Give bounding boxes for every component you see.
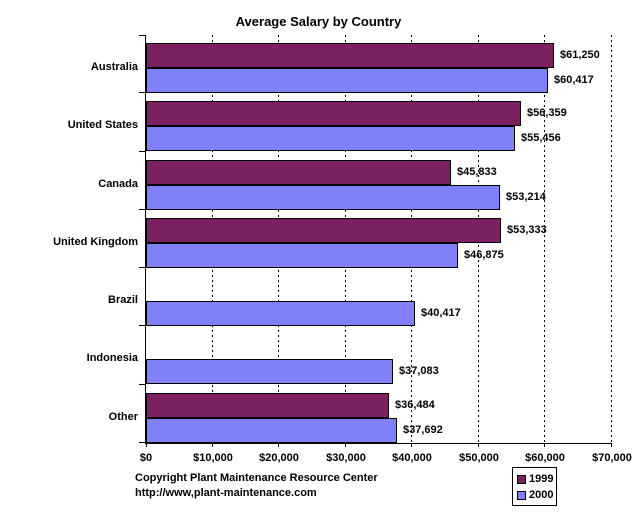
y-axis-tick [139, 325, 145, 326]
gridline [544, 35, 545, 443]
legend-item-1999: 1999 [517, 471, 556, 487]
bar-2000-0 [146, 68, 548, 93]
y-axis-tick [139, 209, 145, 210]
bar-value-label: $46,875 [464, 249, 504, 261]
bar-1999-3 [146, 218, 501, 243]
bar-1999-1 [146, 101, 521, 126]
category-label-6: Other [108, 411, 138, 423]
category-label-1: United States [67, 119, 138, 131]
x-axis-tick-label: $10,000 [193, 452, 233, 464]
y-axis-tick [139, 35, 145, 36]
gridline [611, 35, 612, 443]
bar-1999-6 [146, 393, 389, 418]
x-axis-tick [611, 443, 612, 447]
legend-label-2000: 2000 [529, 489, 554, 501]
y-axis-tick [139, 442, 145, 443]
plot-area: $61,250 $60,417 Australia $56,359 $55,456 Uni… [53, 35, 632, 464]
x-axis-tick [411, 443, 412, 447]
legend-label-1999: 1999 [529, 473, 554, 485]
copyright-text: Copyright Plant Maintenance Resource Cen… [135, 471, 378, 501]
category-label-3: United Kingdom [53, 236, 138, 248]
x-axis-tick-label: $50,000 [459, 452, 499, 464]
bar-2000-6 [146, 418, 397, 443]
category-label-5: Indonesia [86, 352, 138, 364]
category-label-0: Australia [90, 61, 138, 73]
chart-title: Average Salary by Country [235, 14, 402, 29]
bar-value-label: $53,214 [506, 191, 546, 203]
x-axis-tick [478, 443, 479, 447]
legend-swatch-1999 [517, 474, 526, 484]
x-axis-tick [544, 443, 545, 447]
bar-2000-3 [146, 243, 458, 268]
x-axis-tick-label: $40,000 [392, 452, 432, 464]
bar-value-label: $56,359 [527, 107, 567, 119]
y-axis-tick [139, 267, 145, 268]
x-axis-tick-label: $60,000 [525, 452, 565, 464]
bar-value-label: $60,417 [554, 74, 594, 86]
category-label-4: Brazil [108, 294, 138, 306]
y-axis-tick [139, 384, 145, 385]
bar-value-label: $37,692 [403, 424, 443, 436]
x-axis-tick-label: $20,000 [259, 452, 299, 464]
y-axis-tick [139, 92, 145, 93]
x-axis-tick-label: $30,000 [326, 452, 366, 464]
x-axis-tick [146, 443, 147, 447]
bar-value-label: $36,484 [395, 399, 435, 411]
bar-value-label: $37,083 [399, 365, 439, 377]
legend-swatch-2000 [517, 490, 526, 500]
copyright-line1: Copyright Plant Maintenance Resource Cen… [135, 472, 378, 484]
legend-item-2000: 2000 [517, 487, 556, 503]
bar-2000-4 [146, 301, 415, 326]
bar-value-label: $55,456 [521, 132, 561, 144]
bar-2000-1 [146, 126, 515, 151]
y-axis-tick [139, 151, 145, 152]
bar-2000-2 [146, 185, 500, 210]
category-label-2: Canada [98, 178, 138, 190]
x-axis-tick-label: $70,000 [592, 452, 632, 464]
bar-1999-2 [146, 160, 451, 185]
bar-value-label: $53,333 [507, 224, 547, 236]
bar-value-label: $40,417 [421, 307, 461, 319]
copyright-line2: http://www,plant-maintenance.com [135, 487, 317, 499]
bar-2000-5 [146, 359, 393, 384]
x-axis-tick [278, 443, 279, 447]
bar-value-label: $61,250 [560, 49, 600, 61]
legend: 1999 2000 [512, 467, 557, 506]
bar-value-label: $45,833 [457, 166, 497, 178]
x-axis-tick [345, 443, 346, 447]
x-axis-tick-label: $0 [139, 452, 153, 464]
x-axis-tick [212, 443, 213, 447]
bar-1999-0 [146, 43, 554, 68]
